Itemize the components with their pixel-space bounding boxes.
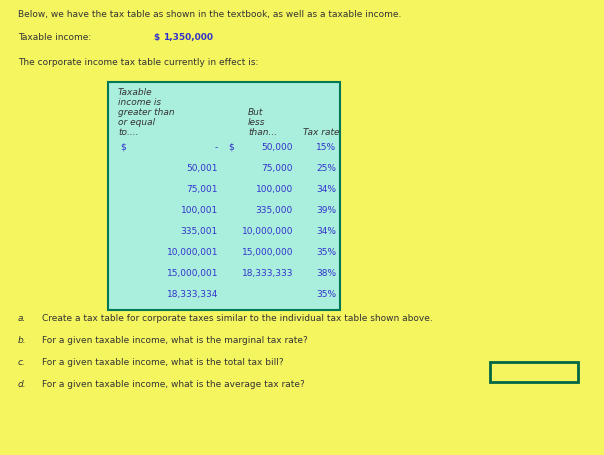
Text: 18,333,334: 18,333,334 (167, 289, 218, 298)
Text: 25%: 25% (316, 164, 336, 172)
Text: b.: b. (18, 335, 27, 344)
Text: Below, we have the tax table as shown in the textbook, as well as a taxable inco: Below, we have the tax table as shown in… (18, 10, 402, 19)
Text: income is: income is (118, 98, 161, 107)
Text: 335,001: 335,001 (181, 227, 218, 236)
Text: 15%: 15% (316, 143, 336, 152)
Text: 15,000,000: 15,000,000 (242, 248, 293, 257)
Text: Create a tax table for corporate taxes similar to the individual tax table shown: Create a tax table for corporate taxes s… (42, 313, 432, 322)
Text: 50,001: 50,001 (187, 164, 218, 172)
Text: 15,000,001: 15,000,001 (167, 268, 218, 278)
Text: $: $ (120, 143, 126, 152)
Text: Tax rate: Tax rate (303, 128, 339, 136)
Text: 75,000: 75,000 (262, 164, 293, 172)
Text: greater than: greater than (118, 108, 175, 117)
Text: 335,000: 335,000 (255, 206, 293, 214)
Text: d.: d. (18, 379, 27, 388)
Text: 100,001: 100,001 (181, 206, 218, 214)
Text: 18,333,333: 18,333,333 (242, 268, 293, 278)
Text: 1,350,000: 1,350,000 (163, 33, 213, 42)
Text: 75,001: 75,001 (187, 185, 218, 193)
Text: 100,000: 100,000 (255, 185, 293, 193)
Text: The corporate income tax table currently in effect is:: The corporate income tax table currently… (18, 58, 259, 67)
Text: a.: a. (18, 313, 27, 322)
FancyBboxPatch shape (108, 83, 340, 310)
Text: $: $ (228, 143, 234, 152)
Text: For a given taxable income, what is the marginal tax rate?: For a given taxable income, what is the … (42, 335, 308, 344)
Text: Taxable: Taxable (118, 88, 153, 97)
Text: to....: to.... (118, 128, 138, 136)
Text: Taxable income:: Taxable income: (18, 33, 91, 42)
Text: 10,000,000: 10,000,000 (242, 227, 293, 236)
Text: -: - (215, 143, 218, 152)
Text: But: But (248, 108, 263, 117)
Text: For a given taxable income, what is the average tax rate?: For a given taxable income, what is the … (42, 379, 305, 388)
Text: For a given taxable income, what is the total tax bill?: For a given taxable income, what is the … (42, 357, 284, 366)
Text: or equal: or equal (118, 118, 155, 127)
Text: 34%: 34% (316, 185, 336, 193)
Text: 39%: 39% (316, 206, 336, 214)
Text: less: less (248, 118, 266, 127)
Text: 38%: 38% (316, 268, 336, 278)
FancyBboxPatch shape (490, 362, 578, 382)
Text: 50,000: 50,000 (262, 143, 293, 152)
Text: $: $ (153, 33, 159, 42)
Text: 10,000,001: 10,000,001 (167, 248, 218, 257)
Text: c.: c. (18, 357, 26, 366)
Text: 35%: 35% (316, 289, 336, 298)
Text: 34%: 34% (316, 227, 336, 236)
Text: 35%: 35% (316, 248, 336, 257)
Text: than...: than... (248, 128, 277, 136)
